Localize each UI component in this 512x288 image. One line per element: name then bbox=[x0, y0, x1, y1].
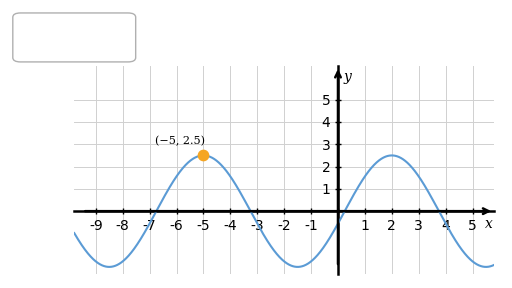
Text: (−5, 2.5): (−5, 2.5) bbox=[155, 136, 205, 147]
Text: y: y bbox=[344, 70, 351, 84]
Point bbox=[199, 153, 207, 158]
Text: x: x bbox=[485, 217, 493, 231]
